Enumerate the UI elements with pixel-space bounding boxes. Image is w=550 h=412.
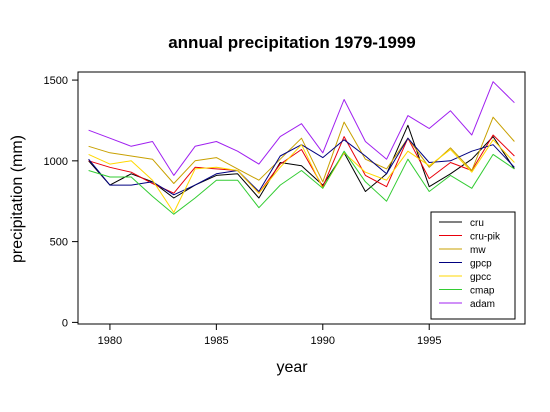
series-line-cmap [88, 150, 515, 215]
series-line-gpcp [88, 137, 515, 196]
legend-label-cru-pik: cru-pik [470, 232, 501, 243]
legend-label-gpcc: gpcc [470, 272, 491, 283]
x-axis-label: year [276, 359, 308, 376]
x-tick-label: 1995 [417, 335, 441, 347]
series-line-gpcc [88, 139, 515, 213]
legend: cru cru-pik mw gpcp gpcc cmap adam [430, 211, 516, 320]
series-line-cru-pik [88, 134, 515, 194]
y-tick-label: 0 [62, 317, 68, 329]
y-axis-label: precipitation (mm) [9, 135, 26, 263]
x-tick-label: 1980 [98, 335, 122, 347]
x-axis: 1980 1985 1990 1995 [98, 324, 441, 347]
chart-title: annual precipitation 1979-1999 [168, 33, 416, 52]
series-lines [88, 81, 515, 215]
legend-label-cru: cru [470, 218, 484, 229]
y-axis: 0 500 1000 1500 [44, 75, 78, 329]
y-tick-label: 1500 [44, 75, 68, 87]
x-tick-label: 1985 [204, 335, 228, 347]
legend-label-adam: adam [470, 299, 495, 310]
series-line-adam [88, 81, 515, 176]
legend-label-gpcp: gpcp [470, 259, 492, 270]
y-tick-label: 500 [50, 237, 68, 249]
legend-label-mw: mw [470, 245, 486, 256]
plot-frame [77, 71, 526, 325]
x-tick-label: 1990 [311, 335, 335, 347]
legend-box [430, 211, 516, 320]
legend-label-cmap: cmap [470, 286, 495, 297]
series-line-cru [88, 124, 515, 199]
y-tick-label: 1000 [44, 156, 68, 168]
